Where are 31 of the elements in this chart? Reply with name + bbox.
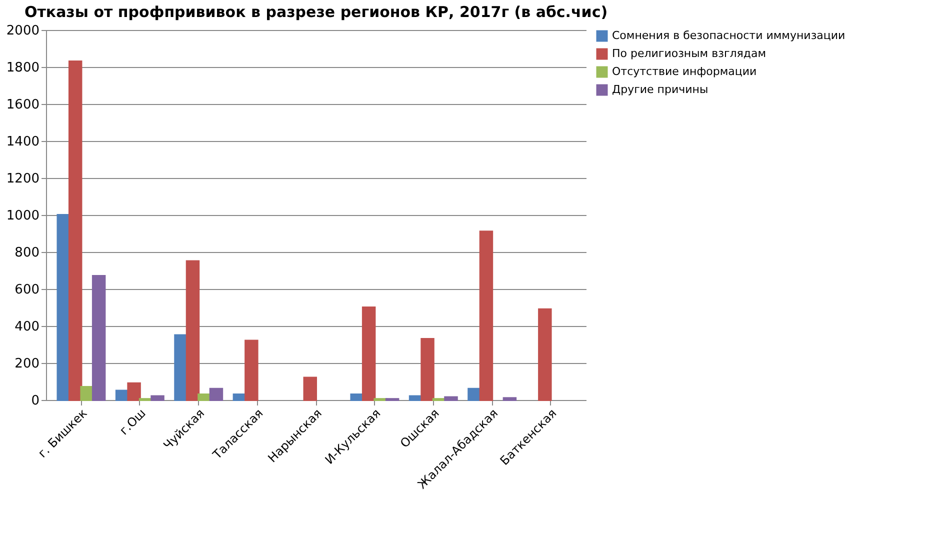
y-tick-label: 1800: [6, 60, 40, 76]
legend-label: По религиозным взглядам: [612, 47, 766, 60]
bar: [127, 382, 141, 401]
y-tick-label: 800: [14, 246, 40, 260]
bar: [479, 230, 494, 401]
bar: [92, 275, 106, 401]
y-tick-label: 0: [31, 394, 40, 408]
y-tick-label: 400: [14, 320, 40, 334]
chart-title: Отказы от профпрививок в разрезе регионов КР, 2017г (в абс.чис): [24, 3, 608, 21]
bar: [350, 393, 364, 401]
bar: [150, 395, 164, 401]
bar: [303, 376, 317, 401]
bar: [444, 396, 458, 401]
y-tick-label: 600: [14, 282, 40, 298]
y-tick-label: 2000: [6, 24, 40, 38]
y-tick-label: 1000: [6, 208, 40, 224]
legend-label: Отсутствие информации: [612, 65, 757, 78]
bar: [538, 308, 552, 401]
legend-label: Сомнения в безопасности иммунизации: [612, 29, 846, 42]
y-tick-label: 1600: [6, 98, 40, 112]
bar: [244, 340, 258, 401]
bar: [209, 388, 224, 401]
y-tick-label: 1400: [6, 134, 40, 150]
bar: [186, 260, 200, 401]
bar: [362, 306, 376, 401]
bar: [198, 393, 212, 401]
bar: [68, 60, 82, 401]
y-tick-label: 1200: [6, 172, 40, 186]
legend-label: Другие причины: [612, 83, 708, 96]
bar: [420, 338, 434, 401]
y-tick-label: 200: [14, 356, 40, 372]
